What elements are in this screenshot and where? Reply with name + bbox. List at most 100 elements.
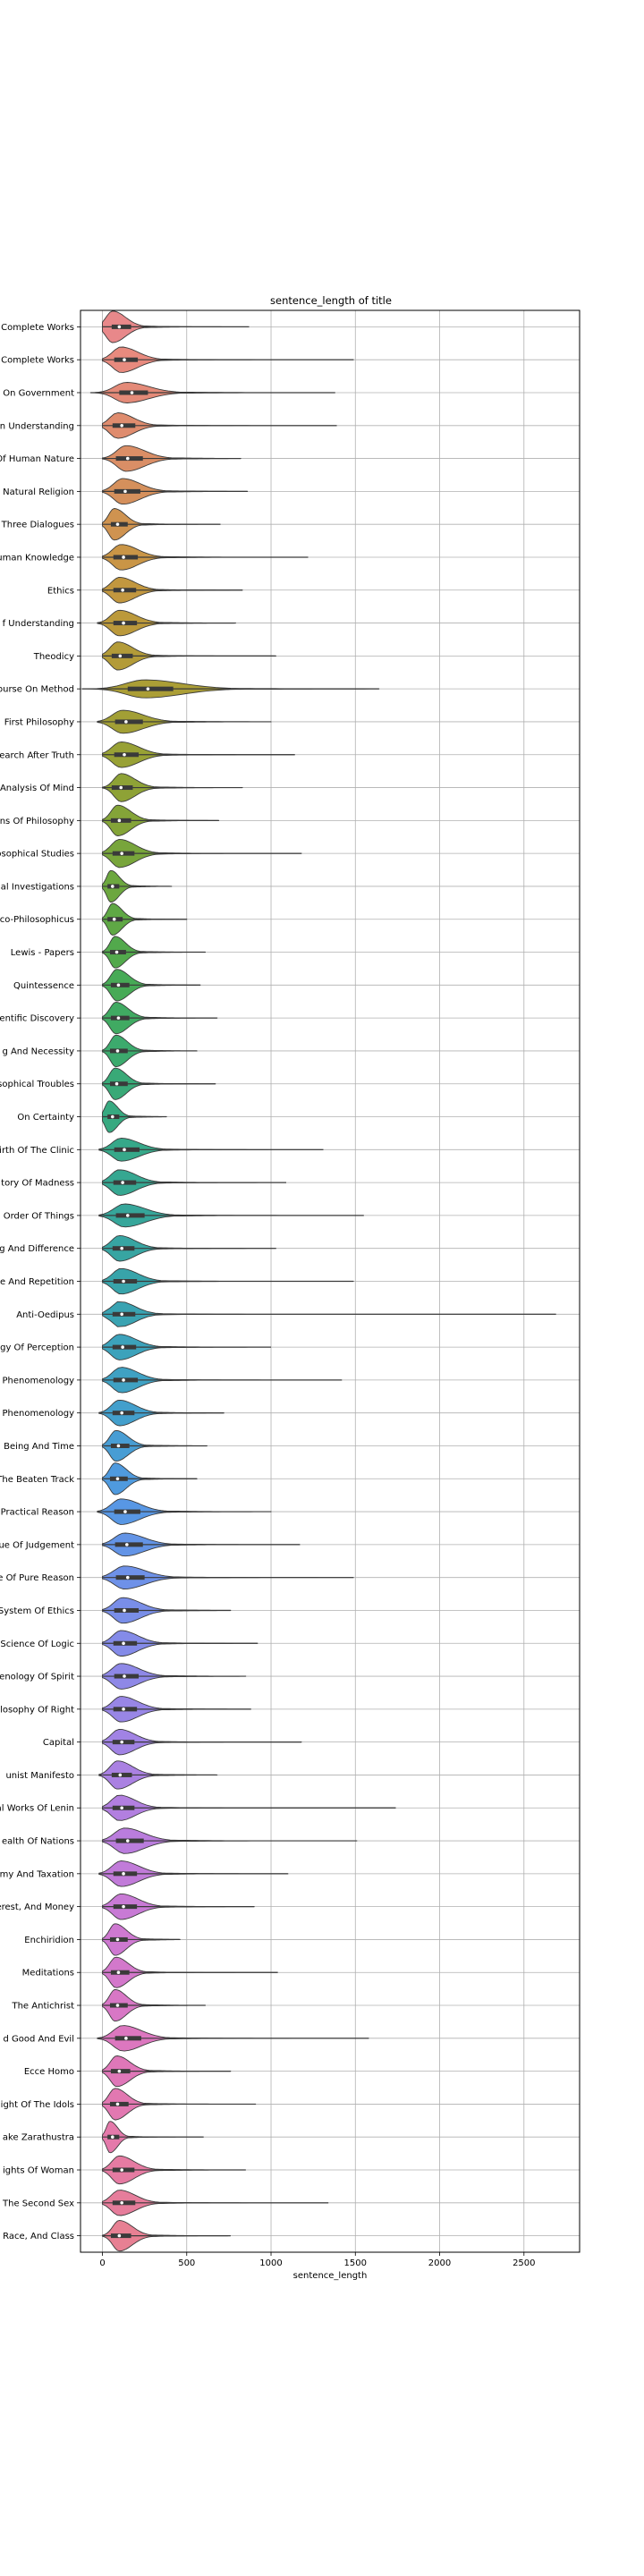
violin-median-point bbox=[120, 1806, 123, 1810]
violin-median-point bbox=[125, 1575, 130, 1580]
violin-iqr-box bbox=[112, 1246, 135, 1251]
y-tick-label: ns Of Philosophy bbox=[0, 817, 74, 826]
violin-median-point bbox=[123, 1510, 127, 1513]
violin-median-point bbox=[130, 391, 134, 394]
violin-iqr-box bbox=[114, 1607, 140, 1613]
violin-iqr-box bbox=[113, 1377, 139, 1383]
violin-median-point bbox=[114, 950, 119, 954]
y-tick-label: uman Knowledge bbox=[0, 553, 74, 563]
violin-median-point bbox=[120, 2201, 123, 2205]
y-tick-label: tory Of Madness bbox=[1, 1179, 74, 1189]
violin-median-point bbox=[125, 1839, 130, 1843]
violin-median-point bbox=[115, 1937, 120, 1942]
violin-median-point bbox=[120, 1740, 123, 1744]
violin-median-point bbox=[122, 621, 125, 625]
violin-iqr-box bbox=[115, 1838, 144, 1843]
y-tick-label: nenology Of Spirit bbox=[0, 1673, 74, 1682]
y-tick-label: Complete Works bbox=[1, 356, 74, 366]
violin-iqr-box bbox=[111, 324, 131, 329]
violin-median-point bbox=[120, 423, 123, 428]
violin-iqr-box bbox=[112, 423, 136, 428]
violin-iqr-box bbox=[111, 653, 133, 658]
y-tick-label: On Certainty bbox=[17, 1113, 74, 1123]
violin-iqr-box bbox=[113, 1640, 138, 1646]
y-tick-label: Order Of Things bbox=[4, 1211, 74, 1221]
violin-iqr-box bbox=[110, 2233, 131, 2239]
y-tick-label: First Philosophy bbox=[4, 717, 74, 727]
violin-median-point bbox=[123, 1148, 126, 1152]
violin-iqr-box bbox=[112, 1344, 137, 1350]
violin-iqr-box bbox=[110, 1015, 130, 1021]
violin-iqr-box bbox=[110, 1970, 130, 1975]
violin-median-point bbox=[121, 1181, 124, 1184]
y-tick-label: erest, And Money bbox=[0, 1902, 74, 1912]
violin-iqr-box bbox=[112, 2200, 136, 2206]
violin-median-point bbox=[124, 720, 128, 724]
violin-median-point bbox=[112, 917, 116, 921]
violin-iqr-box bbox=[114, 1674, 140, 1679]
y-tick-label: Capital bbox=[43, 1738, 74, 1748]
violin-median-point bbox=[111, 1114, 114, 1119]
violin-median-point bbox=[123, 752, 126, 757]
y-tick-label: ealth Of Nations bbox=[2, 1837, 74, 1847]
violin-median-point bbox=[111, 2135, 114, 2140]
y-tick-label: d Good And Evil bbox=[3, 2034, 74, 2044]
y-tick-label: f Understanding bbox=[3, 619, 74, 629]
violin-iqr-box bbox=[112, 1805, 135, 1810]
violin-median-point bbox=[120, 1312, 123, 1317]
violin-iqr-box bbox=[114, 1542, 143, 1547]
violin-iqr-box bbox=[109, 1081, 128, 1087]
y-tick-label: n Understanding bbox=[0, 421, 74, 431]
y-tick-labels: Complete Works Complete Works On Governmen… bbox=[0, 323, 80, 2241]
y-tick-label: Analysis Of Mind bbox=[0, 784, 74, 793]
violin-iqr-box bbox=[113, 1279, 138, 1284]
y-tick-label: Practical Reason bbox=[1, 1508, 74, 1518]
violin-median-point bbox=[116, 1970, 121, 1975]
y-tick-label: sophical Troubles bbox=[0, 1080, 74, 1089]
y-tick-label: co-Philosophicus bbox=[0, 915, 74, 925]
y-tick-label: al Investigations bbox=[1, 882, 74, 892]
violin-iqr-box bbox=[109, 2101, 129, 2106]
y-tick-label: Being And Time bbox=[4, 1442, 74, 1452]
violin-iqr-box bbox=[112, 1411, 135, 1416]
y-tick-label: Lewis - Papers bbox=[11, 948, 74, 958]
violin-median-point bbox=[111, 885, 114, 888]
violin-median-point bbox=[115, 522, 120, 526]
y-tick-label: e And Repetition bbox=[0, 1277, 74, 1287]
violin-median-point bbox=[117, 2233, 122, 2238]
plot-frame bbox=[80, 309, 580, 2253]
y-tick-label: The Second Sex bbox=[2, 2199, 74, 2208]
violin-median-point bbox=[122, 1707, 125, 1711]
violin-median-point bbox=[123, 358, 126, 361]
violin-median-point bbox=[117, 2069, 122, 2073]
violin-median-point bbox=[120, 1246, 123, 1250]
y-tick-label: osophical Studies bbox=[0, 850, 74, 860]
violin-median-point bbox=[121, 588, 124, 592]
y-tick-label: Natural Religion bbox=[3, 487, 74, 497]
y-tick-label: entific Discovery bbox=[0, 1014, 74, 1024]
violin-iqr-box bbox=[110, 982, 130, 987]
violin-iqr-box bbox=[115, 1575, 145, 1580]
y-tick-label: Ecce Homo bbox=[24, 2067, 74, 2077]
y-tick-label: my And Taxation bbox=[0, 1869, 74, 1879]
x-tick-label: 2000 bbox=[428, 2258, 451, 2268]
violin-iqr-box bbox=[115, 1213, 145, 1218]
violin-iqr-box bbox=[114, 752, 140, 758]
y-tick-label: Theodicy bbox=[33, 652, 74, 662]
y-tick-label: e Of Pure Reason bbox=[0, 1573, 74, 1583]
violin-iqr-box bbox=[112, 2167, 135, 2173]
y-tick-label: ights Of Woman bbox=[3, 2166, 74, 2176]
x-tick-label: 1000 bbox=[259, 2258, 282, 2268]
y-tick-label: ake Zarathustra bbox=[3, 2133, 74, 2143]
x-tick-labels: 0 500 1000 1500 2000 2500 bbox=[99, 2252, 536, 2268]
violin-median-point bbox=[115, 1477, 120, 1481]
violin-median-point bbox=[125, 1543, 129, 1546]
y-tick-label: Meditations bbox=[22, 1969, 74, 1979]
violins bbox=[81, 310, 556, 2252]
y-tick-label: ight Of The Idols bbox=[1, 2100, 74, 2110]
violin-median-point bbox=[119, 785, 123, 790]
y-tick-label: Phenomenology bbox=[3, 1376, 75, 1385]
violin-median-point bbox=[118, 654, 123, 658]
y-tick-label: On Government bbox=[3, 388, 74, 398]
violin-iqr-box bbox=[114, 1509, 140, 1514]
